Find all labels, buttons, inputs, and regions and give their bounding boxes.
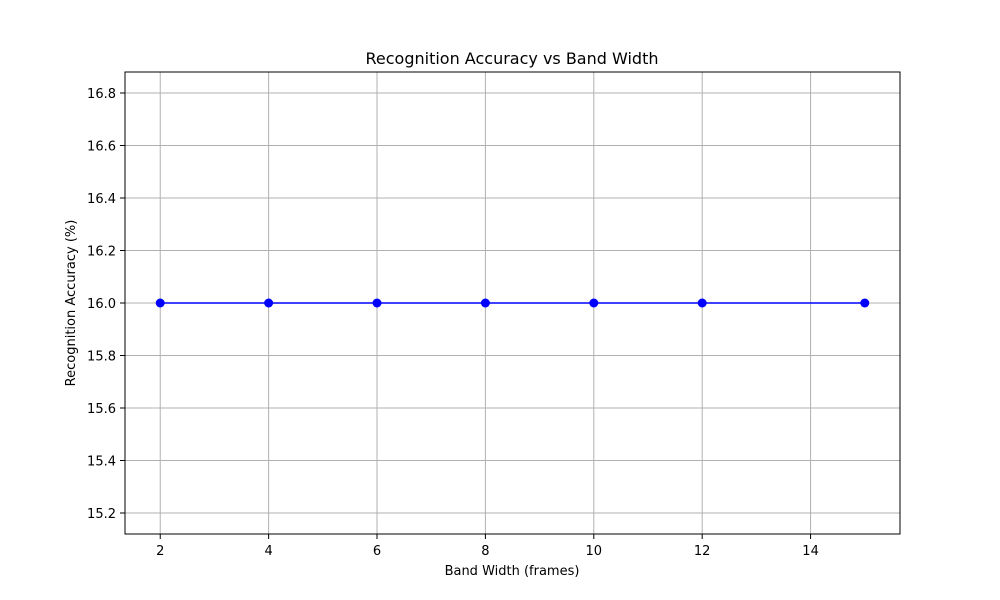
x-tick-label: 10 (586, 544, 603, 559)
y-tick-label: 16.4 (87, 192, 116, 207)
y-tick-label: 15.4 (87, 455, 116, 470)
x-tick-label: 12 (694, 544, 711, 559)
y-axis-label: Recognition Accuracy (%) (64, 220, 79, 387)
x-tick-label: 14 (802, 544, 819, 559)
x-tick-label: 2 (156, 544, 164, 559)
series-layer (155, 298, 870, 308)
y-tick-label: 15.8 (87, 350, 116, 365)
data-point (372, 298, 382, 308)
data-point (697, 298, 707, 308)
y-tick-label: 16.0 (87, 297, 116, 312)
data-point (155, 298, 165, 308)
chart-title: Recognition Accuracy vs Band Width (366, 49, 659, 68)
y-tick-label: 15.2 (87, 507, 116, 522)
y-tick-label: 15.6 (87, 402, 116, 417)
x-tick-label: 8 (481, 544, 489, 559)
x-tick-label: 4 (264, 544, 272, 559)
x-tick-label: 6 (373, 544, 381, 559)
data-point (264, 298, 274, 308)
y-tick-label: 16.2 (87, 245, 116, 260)
data-point (860, 298, 870, 308)
ticks: 2 4 6 8 10 12 14 15.2 15.4 15.6 15.8 16.0 16.2 16.4 16… (87, 87, 819, 559)
y-tick-label: 16.8 (87, 87, 116, 102)
plot-frame (124, 71, 901, 535)
data-point (480, 298, 490, 308)
y-tick-label: 16.6 (87, 140, 116, 155)
x-axis-label: Band Width (frames) (445, 564, 580, 579)
data-point (589, 298, 599, 308)
